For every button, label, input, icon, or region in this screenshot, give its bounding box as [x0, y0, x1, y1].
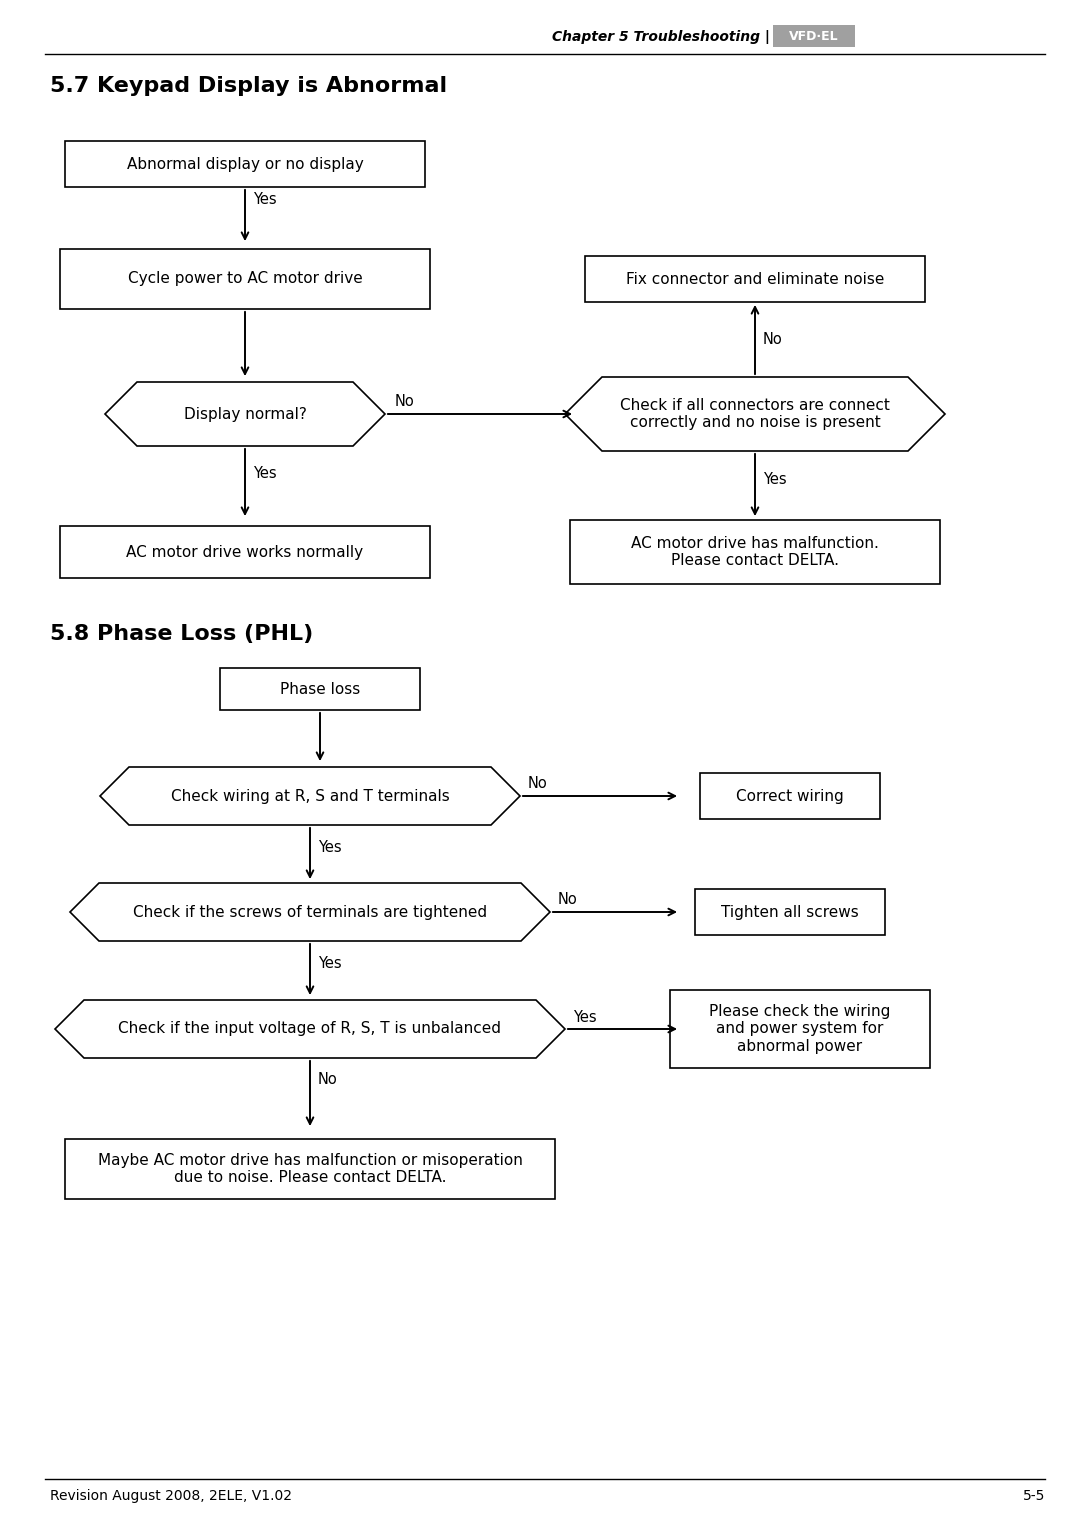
- Text: Chapter 5 Troubleshooting |: Chapter 5 Troubleshooting |: [552, 31, 770, 44]
- Text: Yes: Yes: [253, 466, 276, 482]
- Bar: [696, 890, 885, 936]
- Text: Maybe AC motor drive has malfunction or misoperation
due to noise. Please contac: Maybe AC motor drive has malfunction or …: [97, 1152, 523, 1186]
- Text: Please check the wiring
and power system for
abnormal power: Please check the wiring and power system…: [710, 1005, 891, 1054]
- Bar: [65, 1140, 555, 1200]
- Bar: [670, 989, 930, 1068]
- Polygon shape: [565, 377, 945, 451]
- Text: No: No: [318, 1072, 338, 1088]
- Text: 5.7 Keypad Display is Abnormal: 5.7 Keypad Display is Abnormal: [50, 77, 447, 97]
- Bar: [220, 667, 420, 710]
- Text: Tighten all screws: Tighten all screws: [721, 905, 859, 919]
- Text: Yes: Yes: [318, 839, 341, 854]
- Text: Yes: Yes: [318, 956, 341, 971]
- Text: No: No: [762, 331, 783, 347]
- Text: Check if the screws of terminals are tightened: Check if the screws of terminals are tig…: [133, 905, 487, 919]
- Bar: [60, 526, 430, 578]
- Text: Cycle power to AC motor drive: Cycle power to AC motor drive: [127, 272, 363, 287]
- Text: Yes: Yes: [762, 471, 786, 486]
- Text: 5.8 Phase Loss (PHL): 5.8 Phase Loss (PHL): [50, 624, 313, 644]
- Bar: [65, 141, 426, 187]
- Polygon shape: [55, 1000, 565, 1058]
- Bar: [570, 520, 940, 584]
- Text: Check if the input voltage of R, S, T is unbalanced: Check if the input voltage of R, S, T is…: [119, 1022, 501, 1037]
- Text: 5-5: 5-5: [1023, 1490, 1045, 1503]
- Text: Display normal?: Display normal?: [184, 407, 307, 422]
- Text: AC motor drive has malfunction.
Please contact DELTA.: AC motor drive has malfunction. Please c…: [631, 535, 879, 568]
- Text: No: No: [528, 776, 548, 792]
- Text: Phase loss: Phase loss: [280, 681, 360, 696]
- Text: Fix connector and eliminate noise: Fix connector and eliminate noise: [625, 272, 885, 287]
- Text: No: No: [558, 893, 578, 908]
- Text: Yes: Yes: [253, 192, 276, 207]
- Text: Check wiring at R, S and T terminals: Check wiring at R, S and T terminals: [171, 788, 449, 804]
- Polygon shape: [70, 884, 550, 940]
- Polygon shape: [100, 767, 519, 825]
- Text: No: No: [395, 394, 415, 410]
- Bar: [700, 773, 880, 819]
- Text: Revision August 2008, 2ELE, V1.02: Revision August 2008, 2ELE, V1.02: [50, 1490, 292, 1503]
- Text: Check if all connectors are connect
correctly and no noise is present: Check if all connectors are connect corr…: [620, 397, 890, 430]
- Text: Abnormal display or no display: Abnormal display or no display: [126, 156, 363, 172]
- Bar: [60, 249, 430, 308]
- Text: Yes: Yes: [573, 1009, 596, 1025]
- Text: AC motor drive works normally: AC motor drive works normally: [126, 545, 364, 560]
- Polygon shape: [105, 382, 384, 446]
- Bar: [585, 256, 924, 302]
- Bar: [773, 25, 855, 48]
- Text: Correct wiring: Correct wiring: [737, 788, 843, 804]
- Text: VFD·EL: VFD·EL: [789, 29, 839, 43]
